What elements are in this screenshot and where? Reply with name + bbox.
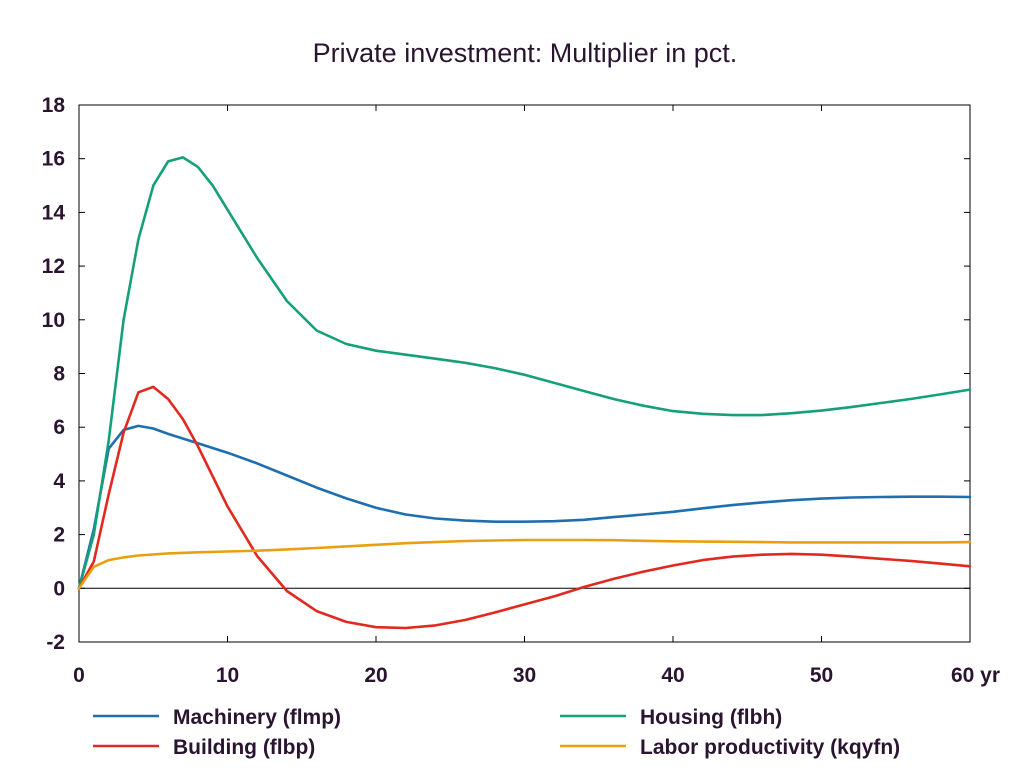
y-tick-label: 16 — [42, 148, 65, 171]
legend-entry: Building (flbp) — [173, 736, 315, 759]
x-tick-label: 10 — [216, 664, 239, 687]
y-tick-label: -2 — [46, 631, 65, 654]
axes: -2 0 2 4 6 8 10 12 14 16 18 0 10 20 30 40 50 60 yr — [42, 94, 1000, 687]
x-tick-label: 30 — [513, 664, 536, 687]
x-tick-label: 0 — [73, 664, 85, 687]
series-line-2 — [77, 156, 972, 590]
y-tick-label: 8 — [53, 363, 65, 386]
y-tick-label: 2 — [53, 524, 65, 547]
legend-entry: Labor productivity (kqyfn) — [640, 736, 900, 759]
y-tick-label: 6 — [53, 416, 65, 439]
y-tick-label: 0 — [53, 577, 65, 600]
legend: Machinery (flmp) Housing (flbh) Building (… — [93, 706, 900, 759]
legend-entry: Housing (flbh) — [640, 706, 782, 729]
x-tick-label: 40 — [661, 664, 684, 687]
x-tick-label: 20 — [364, 664, 387, 687]
y-tick-label: 12 — [42, 255, 65, 278]
series-lines — [77, 156, 972, 630]
x-tick-label: 60 yr — [951, 664, 1000, 687]
y-tick-label: 10 — [42, 309, 65, 332]
y-tick-label: 14 — [42, 201, 66, 224]
series-line-3 — [77, 385, 972, 630]
chart-title: Private investment: Multiplier in pct. — [313, 38, 738, 68]
series-line-4 — [77, 538, 972, 590]
x-tick-label: 50 — [810, 664, 833, 687]
series-line-1 — [77, 424, 972, 590]
legend-entry: Machinery (flmp) — [173, 706, 341, 729]
y-tick-label: 4 — [53, 470, 65, 493]
y-tick-label: 18 — [42, 94, 66, 117]
